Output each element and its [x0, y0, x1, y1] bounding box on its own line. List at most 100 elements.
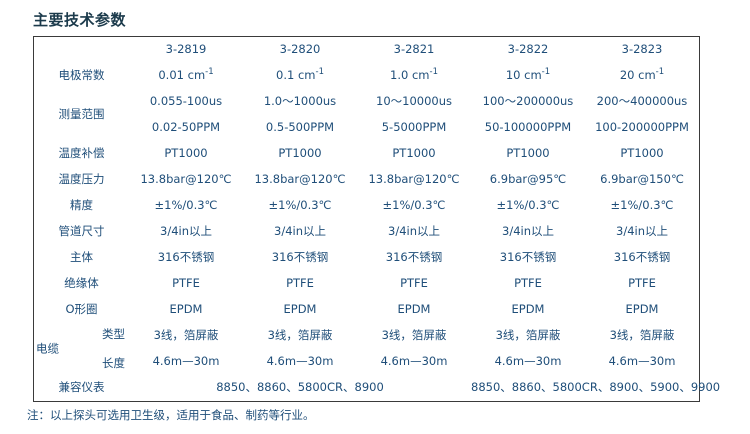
cell-compatible-left: 8850、8860、5800CR、8900	[216, 380, 384, 395]
cell-tempcomp-0: PT1000	[164, 146, 208, 161]
cell-range1-3: 100～200000us	[482, 94, 574, 109]
table-row-temp-compensation: 温度补偿 PT1000 PT1000 PT1000 PT1000 PT1000	[34, 141, 699, 167]
cell-accuracy-4: ±1%/0.3℃	[610, 198, 674, 213]
cell-temppress-3: 6.9bar@95℃	[489, 172, 567, 187]
model-header-3: 3-2822	[507, 42, 549, 57]
cell-range2-0: 0.02-50PPM	[151, 120, 221, 135]
table-row-compatible-instruments: 兼容仪表 8850、8860、5800CR、8900 8850、8860、580…	[34, 375, 721, 401]
cell-pipesize-1: 3/4in以上	[274, 224, 326, 239]
cell-tempcomp-4: PT1000	[620, 146, 664, 161]
cell-oring-3: EPDM	[511, 302, 545, 317]
table-row-measuring-range-line1: 测量范围 0.055-100us 1.0～1000us 10～10000us 1…	[34, 89, 699, 121]
table-row-body: 主体 316不锈钢 316不锈钢 316不锈钢 316不锈钢 316不锈钢	[34, 245, 699, 271]
header-corner-cell	[34, 37, 129, 63]
cell-temppress-1: 13.8bar@120℃	[254, 172, 346, 187]
cell-cablelen-1: 4.6m—30m	[266, 354, 334, 369]
cell-oring-4: EPDM	[625, 302, 659, 317]
row-label-cable-group: 电缆 类型 长度	[34, 323, 129, 375]
cell-constant-4: 20 cm-1	[585, 63, 699, 89]
cell-range1-1: 1.0～1000us	[263, 94, 337, 109]
model-header-0: 3-2819	[165, 42, 207, 57]
page-title: 主要技术参数	[33, 11, 127, 29]
cell-accuracy-3: ±1%/0.3℃	[496, 198, 560, 213]
value-base: 0.1 cm	[276, 68, 316, 83]
cell-cabletype-2: 3线，箔屏蔽	[381, 328, 447, 343]
cell-insulator-4: PTFE	[628, 276, 656, 291]
cell-cablelen-3: 4.6m—30m	[494, 354, 562, 369]
cell-cabletype-1: 3线，箔屏蔽	[267, 328, 333, 343]
row-label-temp-compensation: 温度补偿	[58, 146, 105, 161]
value-superscript: -1	[429, 67, 438, 78]
cell-range2-2: 5-5000PPM	[381, 120, 447, 135]
table-row-cell-constant: 电极常数 0.01 cm-1 0.1 cm-1 1.0 cm-1 10 cm-1…	[34, 63, 699, 89]
row-sublabel-cable-length: 长度	[102, 355, 125, 370]
cell-constant-1: 0.1 cm-1	[243, 63, 357, 89]
cell-body-1: 316不锈钢	[271, 250, 329, 265]
cell-oring-0: EPDM	[169, 302, 203, 317]
cell-body-4: 316不锈钢	[613, 250, 671, 265]
cell-constant-0: 0.01 cm-1	[129, 63, 243, 89]
cell-accuracy-0: ±1%/0.3℃	[154, 198, 218, 213]
cell-cabletype-3: 3线，箔屏蔽	[495, 328, 561, 343]
cell-oring-2: EPDM	[397, 302, 431, 317]
model-header-4: 3-2823	[621, 42, 663, 57]
cell-cablelen-0: 4.6m—30m	[152, 354, 220, 369]
table-header-row: 3-2819 3-2820 3-2821 3-2822 3-2823	[34, 37, 699, 63]
cell-insulator-0: PTFE	[172, 276, 200, 291]
cell-range2-1: 0.5-500PPM	[265, 120, 335, 135]
table-row-insulator: 绝缘体 PTFE PTFE PTFE PTFE PTFE	[34, 271, 699, 297]
row-label-temp-pressure: 温度压力	[58, 172, 105, 187]
cell-cabletype-4: 3线，箔屏蔽	[609, 328, 675, 343]
row-label-cell-constant: 电极常数	[58, 68, 105, 83]
cell-range1-4: 200～400000us	[596, 94, 688, 109]
cell-accuracy-1: ±1%/0.3℃	[268, 198, 332, 213]
value-superscript: -1	[655, 67, 665, 78]
model-header-2: 3-2821	[393, 42, 435, 57]
row-sublabel-cable-type: 类型	[102, 327, 125, 341]
row-label-cable: 电缆	[36, 341, 59, 356]
value-base: 20 cm	[619, 68, 656, 83]
table-row-cable-length: 4.6m—30m 4.6m—30m 4.6m—30m 4.6m—30m 4.6m…	[34, 349, 699, 375]
cell-range2-3: 50-100000PPM	[484, 120, 572, 135]
cell-body-3: 316不锈钢	[499, 250, 557, 265]
row-label-pipe-size: 管道尺寸	[58, 224, 105, 239]
cell-temppress-0: 13.8bar@120℃	[140, 172, 232, 187]
cell-cablelen-4: 4.6m—30m	[608, 354, 676, 369]
cell-insulator-1: PTFE	[286, 276, 314, 291]
value-superscript: -1	[205, 67, 214, 78]
table-row-cable-type: 电缆 类型 长度 3线，箔屏蔽 3线，箔屏蔽 3线，箔屏蔽 3线，箔屏蔽 3线，…	[34, 323, 699, 369]
cell-compatible-right: 8850、8860、5800CR、8900、5900、9900	[471, 380, 721, 395]
cell-cabletype-0: 3线，箔屏蔽	[153, 328, 219, 343]
cell-pipesize-4: 3/4in以上	[616, 224, 668, 239]
value-superscript: -1	[315, 67, 324, 78]
cell-insulator-2: PTFE	[400, 276, 428, 291]
cell-tempcomp-3: PT1000	[506, 146, 550, 161]
cell-temppress-4: 6.9bar@150℃	[600, 172, 684, 187]
cell-body-2: 316不锈钢	[385, 250, 443, 265]
cell-insulator-3: PTFE	[514, 276, 542, 291]
cell-body-0: 316不锈钢	[157, 250, 215, 265]
row-label-compatible: 兼容仪表	[58, 380, 105, 395]
cell-pipesize-0: 3/4in以上	[160, 224, 212, 239]
cell-temppress-2: 13.8bar@120℃	[368, 172, 460, 187]
cell-oring-1: EPDM	[283, 302, 317, 317]
cell-tempcomp-1: PT1000	[278, 146, 322, 161]
cell-accuracy-2: ±1%/0.3℃	[382, 198, 446, 213]
cell-pipesize-3: 3/4in以上	[502, 224, 554, 239]
table-row-temp-pressure: 温度压力 13.8bar@120℃ 13.8bar@120℃ 13.8bar@1…	[34, 167, 699, 193]
cell-pipesize-2: 3/4in以上	[388, 224, 440, 239]
row-label-body: 主体	[70, 250, 93, 265]
value-superscript: -1	[541, 67, 551, 78]
cell-cablelen-2: 4.6m—30m	[380, 354, 448, 369]
table-row-accuracy: 精度 ±1%/0.3℃ ±1%/0.3℃ ±1%/0.3℃ ±1%/0.3℃ ±…	[34, 193, 699, 219]
cell-range1-2: 10～10000us	[376, 94, 452, 109]
model-header-1: 3-2820	[279, 42, 321, 57]
row-label-oring: O形圈	[65, 302, 98, 317]
footnote: 注：以上探头可选用卫生级，适用于食品、制药等行业。	[27, 408, 315, 422]
row-label-insulator: 绝缘体	[64, 276, 99, 291]
row-label-accuracy: 精度	[70, 198, 93, 213]
value-base: 1.0 cm	[390, 68, 430, 83]
table-row-measuring-range-line2: 0.02-50PPM 0.5-500PPM 5-5000PPM 50-10000…	[34, 115, 699, 141]
cell-range1-0: 0.055-100us	[149, 94, 223, 109]
